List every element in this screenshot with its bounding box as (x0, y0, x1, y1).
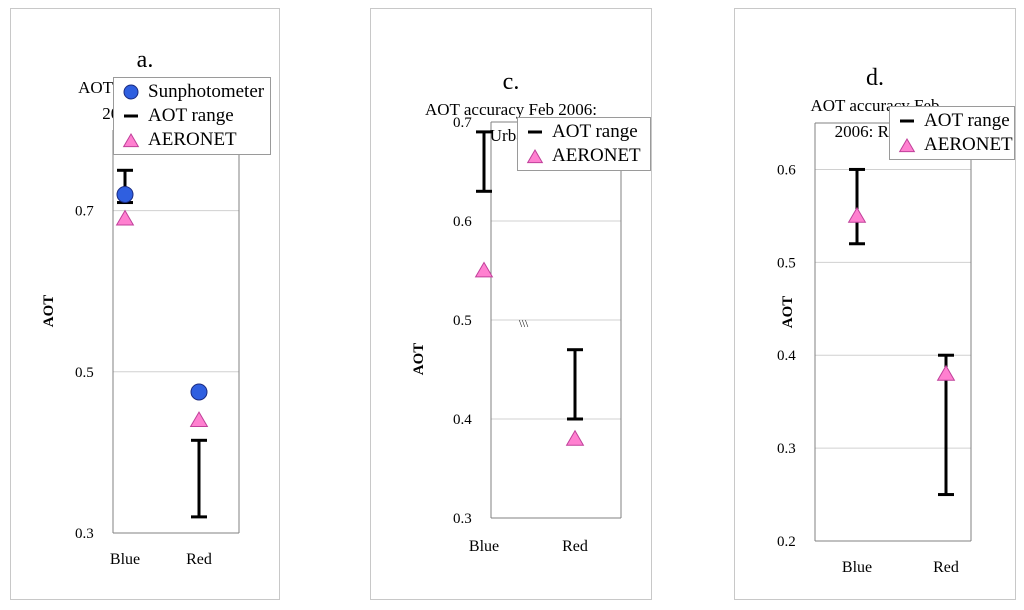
legend-item-circle: Sunphotometer (120, 80, 264, 104)
legend-label: Sunphotometer (148, 81, 265, 102)
legend-swatch-triangle (526, 149, 544, 164)
chart-title-letter-d: d. (866, 65, 884, 91)
x-tick-label: Blue (469, 538, 499, 555)
legend-circle-marker (123, 84, 139, 100)
legend-triangle-marker (898, 138, 916, 153)
legend-swatch-triangle (898, 138, 916, 153)
legend-label: AOT range (924, 110, 1010, 131)
legend-label: AERONET (552, 145, 641, 166)
legend-swatch-circle (123, 84, 139, 100)
aeronet-point (115, 209, 135, 226)
y-tick-label: 0.6 (453, 214, 472, 230)
legend-item-range: AOT range (524, 120, 644, 144)
aot-range-bar (849, 167, 865, 246)
chart-legend-d: AOT range AERONET (889, 106, 1015, 160)
legend-label: AERONET (148, 129, 237, 150)
aeronet-point (565, 429, 585, 446)
x-tick-label: Blue (110, 551, 140, 568)
y-tick-label: 0.4 (453, 412, 472, 428)
y-tick-label: 0.3 (453, 511, 472, 527)
aot-range-bar (567, 348, 583, 421)
y-axis-title: AOT (41, 295, 57, 328)
aeronet-point (936, 364, 956, 381)
y-tick-label: 0.3 (777, 441, 796, 457)
x-tick-label: Blue (842, 559, 872, 576)
legend-swatch-triangle (122, 133, 140, 148)
chart-legend-c: AOT range AERONET (517, 117, 651, 171)
y-tick-label: 0.7 (75, 204, 94, 220)
legend-label: AOT range (148, 105, 234, 126)
legend-swatch-range (900, 119, 914, 123)
y-tick-label: 0.5 (777, 255, 796, 271)
y-tick-label: 0.3 (75, 526, 94, 542)
chart-plot-d: 0.2 0.3 0.4 0.5 0.6 Blue Red AOT (777, 122, 972, 576)
y-axis-title: AOT (411, 343, 427, 376)
legend-label: AOT range (552, 121, 638, 142)
y-tick-label: 0.2 (777, 534, 796, 550)
x-tick-label: Red (562, 538, 588, 555)
chart-plot-c: 0.3 0.4 0.5 0.6 0.7 Blue Red AOT \\\ (411, 115, 622, 555)
chart-panel-c: c. AOT accuracy Feb 2006: Urban 0.3 0.4 0.… (370, 8, 652, 600)
legend-label: AERONET (924, 134, 1013, 155)
aot-range-bar (476, 130, 492, 193)
y-tick-label: 0.4 (777, 348, 796, 364)
chart-title-letter-a: a. (136, 47, 154, 73)
y-tick-label: 0.5 (453, 313, 472, 329)
chart-legend-a: Sunphotometer AOT range AERONET (113, 77, 271, 155)
x-tick-label: Red (186, 551, 212, 568)
chart-panel-d: d. AOT accuracy Feb 2006: Rural 0.20.30.… (734, 8, 1016, 600)
legend-item-triangle: AERONET (896, 133, 1013, 157)
legend-triangle-marker (526, 149, 544, 164)
legend-swatch-range (528, 130, 542, 134)
legend-item-range: AOT range (896, 109, 1010, 133)
chart-panel-a: a. AOT accuracy Sept 2006: Urban 0.30.50… (10, 8, 280, 600)
y-tick-label: 0.5 (75, 365, 94, 381)
legend-triangle-marker (122, 133, 140, 148)
x-tick-label: Red (933, 559, 959, 576)
chart-title-letter-c: c. (502, 69, 520, 95)
sunphotometer-point (116, 185, 134, 203)
y-tick-label: 0.7 (453, 115, 472, 131)
y-tick-label: 0.6 (777, 162, 796, 178)
annotation: \\\ (519, 318, 529, 330)
aeronet-point (474, 261, 494, 278)
legend-item-triangle: AERONET (524, 144, 644, 168)
y-axis-title: AOT (780, 296, 796, 329)
aeronet-point (847, 206, 867, 223)
chart-plot-a: 0.3 0.5 0.7 Blue Red AOT (41, 129, 240, 568)
sunphotometer-point (190, 383, 208, 401)
legend-item-triangle: AERONET (120, 128, 264, 152)
legend-swatch-range (124, 114, 138, 118)
aot-range-bar (191, 438, 207, 519)
legend-item-range: AOT range (120, 104, 264, 128)
aeronet-point (189, 411, 209, 428)
